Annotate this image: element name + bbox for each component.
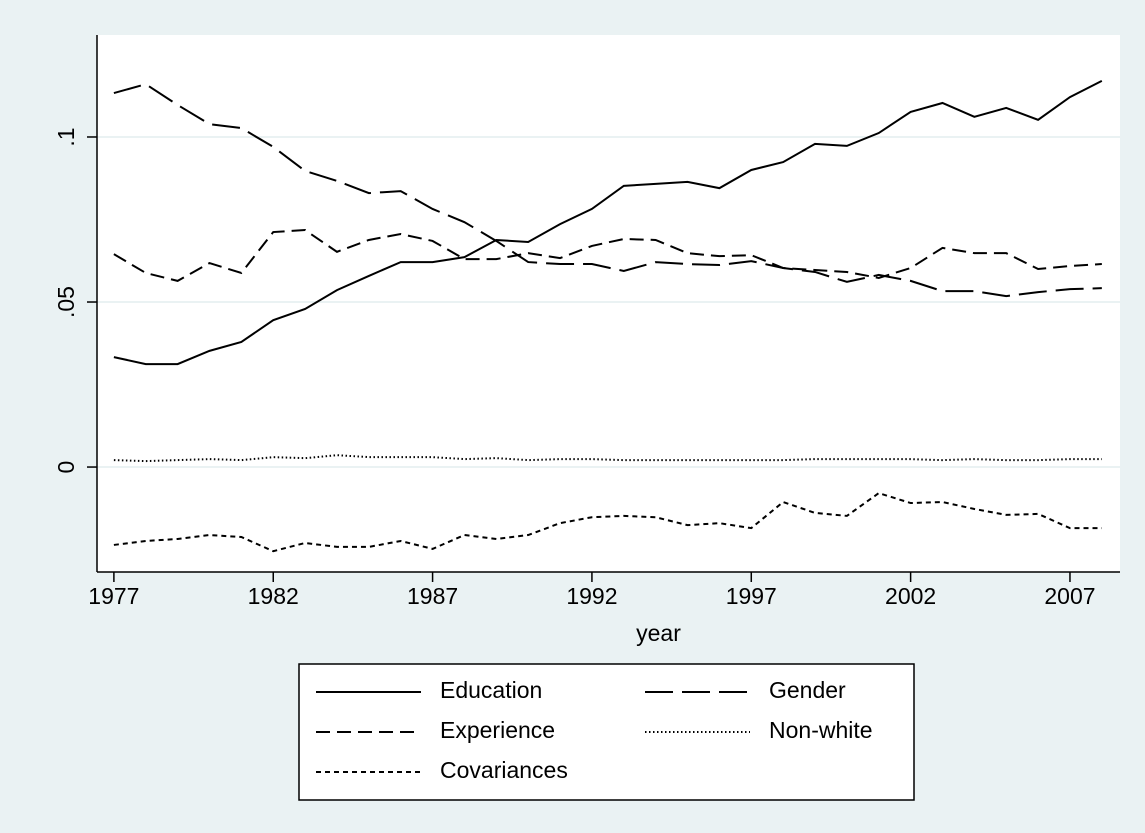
legend-label: Gender (769, 677, 846, 703)
x-tick-label: 2007 (1044, 583, 1095, 609)
series-line (113, 454, 1102, 463)
x-tick-label: 2002 (885, 583, 936, 609)
y-tick-label: 0 (53, 461, 79, 474)
series-line (113, 83, 1102, 298)
legend-label: Non-white (769, 717, 873, 743)
x-tick-label: 1997 (726, 583, 777, 609)
legend-label: Experience (440, 717, 555, 743)
series-line (113, 492, 1102, 553)
series-line (113, 79, 1103, 366)
plot-area (97, 35, 1120, 572)
legend-label: Education (440, 677, 542, 703)
series-line (113, 229, 1102, 282)
legend-label: Covariances (440, 757, 568, 783)
x-tick-label: 1987 (407, 583, 458, 609)
x-axis-label: year (636, 620, 681, 646)
x-tick-label: 1982 (248, 583, 299, 609)
y-tick-label: .1 (53, 127, 79, 146)
x-tick-label: 1992 (566, 583, 617, 609)
y-tick-label: .05 (53, 286, 79, 318)
x-tick-label: 1977 (88, 583, 139, 609)
